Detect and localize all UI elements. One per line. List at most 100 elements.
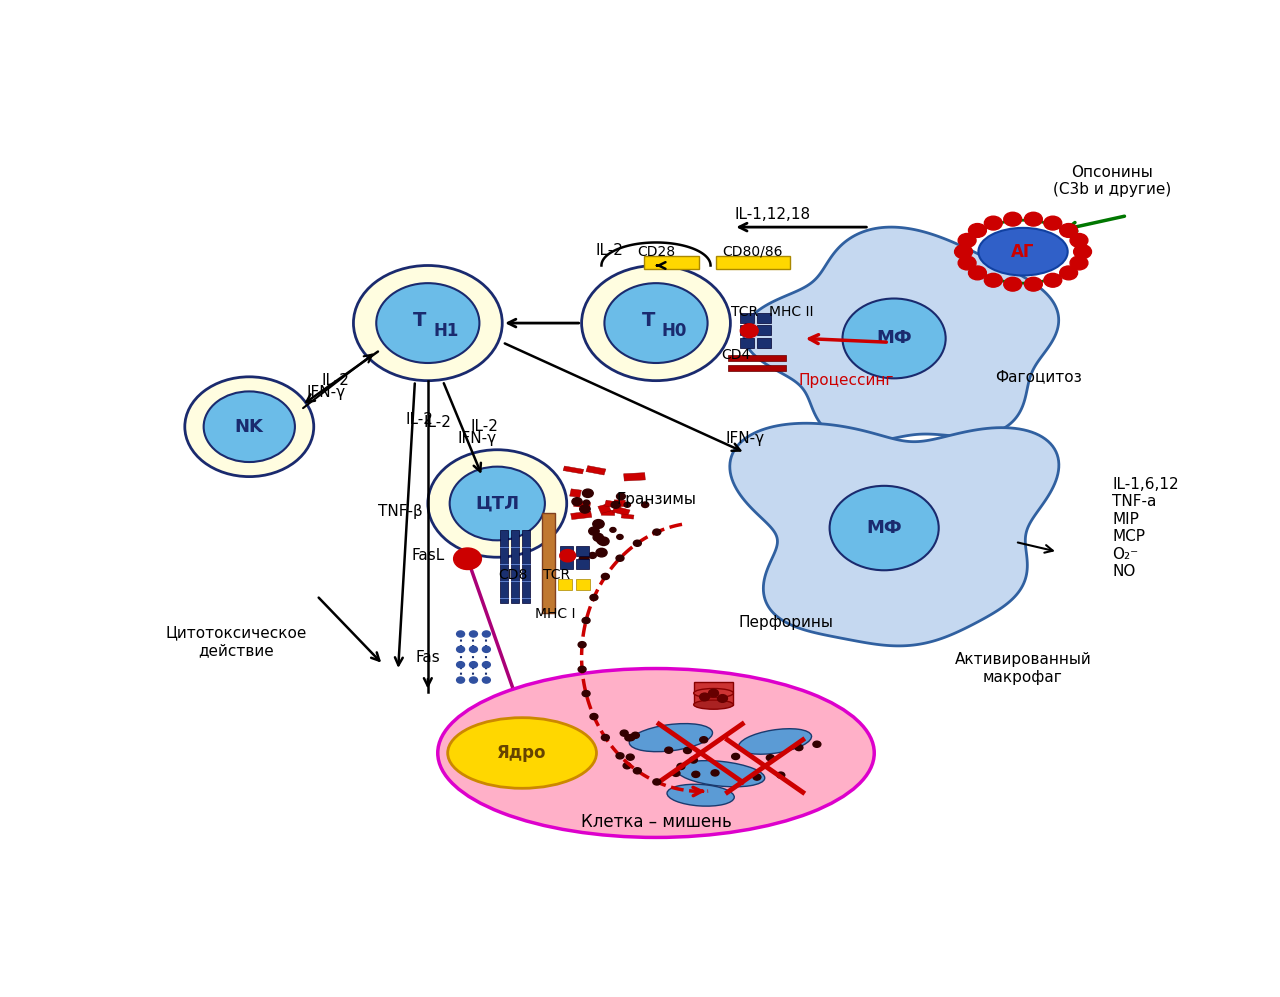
Circle shape bbox=[617, 493, 626, 499]
Bar bbox=[573, 500, 590, 508]
Bar bbox=[758, 325, 771, 335]
Circle shape bbox=[621, 730, 628, 736]
Circle shape bbox=[795, 745, 803, 751]
Bar bbox=[602, 509, 614, 515]
Circle shape bbox=[590, 594, 598, 600]
Bar bbox=[576, 579, 590, 590]
Text: Перфорины: Перфорины bbox=[739, 615, 833, 630]
Circle shape bbox=[1074, 245, 1092, 258]
Circle shape bbox=[579, 642, 586, 648]
Ellipse shape bbox=[694, 689, 733, 698]
Text: ЦТЛ: ЦТЛ bbox=[475, 495, 520, 512]
Text: IL-2: IL-2 bbox=[321, 373, 349, 388]
Bar bbox=[740, 325, 754, 335]
Bar bbox=[758, 313, 771, 323]
Circle shape bbox=[572, 498, 582, 505]
Circle shape bbox=[483, 677, 490, 683]
Circle shape bbox=[672, 771, 680, 777]
Text: IL-1,6,12
TNF-a
MIP
MCP
O₂⁻
NO: IL-1,6,12 TNF-a MIP MCP O₂⁻ NO bbox=[1112, 477, 1179, 579]
Text: Т: Т bbox=[413, 310, 426, 329]
Text: Процессинг: Процессинг bbox=[799, 373, 895, 388]
Circle shape bbox=[376, 283, 480, 363]
Text: Н0: Н0 bbox=[662, 322, 686, 340]
Circle shape bbox=[1004, 277, 1021, 291]
Bar bbox=[571, 511, 591, 519]
Circle shape bbox=[1044, 273, 1061, 287]
Bar bbox=[541, 513, 554, 613]
Circle shape bbox=[1060, 266, 1078, 280]
Text: IL-2: IL-2 bbox=[471, 419, 498, 435]
Circle shape bbox=[684, 748, 691, 754]
Bar bbox=[500, 530, 508, 603]
Text: CD80/86: CD80/86 bbox=[722, 244, 782, 258]
Bar bbox=[621, 513, 634, 519]
Bar bbox=[576, 558, 589, 568]
Text: IL-2: IL-2 bbox=[424, 416, 452, 431]
Text: TCR: TCR bbox=[731, 304, 758, 319]
Bar bbox=[716, 256, 790, 268]
Ellipse shape bbox=[438, 669, 874, 837]
Circle shape bbox=[1044, 216, 1061, 230]
Circle shape bbox=[581, 265, 731, 381]
Circle shape bbox=[604, 283, 708, 363]
Circle shape bbox=[559, 549, 576, 562]
Circle shape bbox=[627, 735, 635, 741]
Text: IL-2: IL-2 bbox=[595, 242, 623, 257]
Text: NK: NK bbox=[234, 418, 264, 436]
Text: Fas: Fas bbox=[416, 649, 440, 665]
Bar bbox=[604, 500, 622, 508]
Circle shape bbox=[616, 753, 623, 759]
Circle shape bbox=[626, 754, 634, 761]
Text: FasL: FasL bbox=[411, 548, 444, 563]
Text: Н1: Н1 bbox=[433, 322, 458, 340]
Circle shape bbox=[984, 273, 1002, 287]
Bar bbox=[623, 473, 645, 481]
Circle shape bbox=[593, 533, 603, 541]
Bar bbox=[559, 546, 572, 556]
Ellipse shape bbox=[739, 729, 812, 754]
Circle shape bbox=[598, 537, 609, 545]
Circle shape bbox=[602, 573, 609, 579]
Bar bbox=[598, 503, 611, 513]
Circle shape bbox=[580, 505, 590, 513]
Text: IL-1,12,18: IL-1,12,18 bbox=[735, 207, 812, 222]
Text: Т: Т bbox=[641, 310, 655, 329]
Circle shape bbox=[1060, 223, 1078, 237]
Ellipse shape bbox=[978, 228, 1068, 275]
Circle shape bbox=[184, 377, 314, 477]
Text: TCR: TCR bbox=[543, 568, 571, 582]
Text: IFN-γ: IFN-γ bbox=[726, 431, 764, 446]
Circle shape bbox=[483, 631, 490, 637]
Bar bbox=[559, 558, 572, 568]
Circle shape bbox=[641, 501, 649, 507]
Text: Фагоцитоз: Фагоцитоз bbox=[996, 369, 1083, 384]
Circle shape bbox=[589, 552, 596, 558]
Bar bbox=[563, 466, 584, 474]
Circle shape bbox=[732, 754, 740, 760]
Text: CD28: CD28 bbox=[637, 244, 675, 258]
Circle shape bbox=[1004, 212, 1021, 226]
Circle shape bbox=[625, 735, 632, 741]
Circle shape bbox=[483, 662, 490, 668]
Circle shape bbox=[204, 392, 294, 462]
Text: Гранзимы: Гранзимы bbox=[617, 493, 696, 507]
Circle shape bbox=[690, 757, 698, 763]
Circle shape bbox=[623, 763, 631, 769]
Bar bbox=[694, 682, 733, 705]
Text: TNF-β: TNF-β bbox=[379, 503, 422, 518]
Circle shape bbox=[740, 324, 758, 338]
Circle shape bbox=[625, 502, 631, 507]
Circle shape bbox=[753, 774, 760, 781]
Circle shape bbox=[718, 695, 727, 702]
Circle shape bbox=[589, 527, 599, 535]
Bar bbox=[576, 546, 589, 556]
Circle shape bbox=[449, 467, 545, 540]
Circle shape bbox=[470, 631, 477, 637]
Text: CD4: CD4 bbox=[722, 348, 751, 362]
Circle shape bbox=[609, 527, 616, 532]
Circle shape bbox=[1070, 233, 1088, 247]
Text: CD8: CD8 bbox=[498, 568, 527, 582]
Bar bbox=[728, 355, 786, 362]
Text: MHC II: MHC II bbox=[769, 304, 813, 319]
Ellipse shape bbox=[676, 761, 764, 787]
